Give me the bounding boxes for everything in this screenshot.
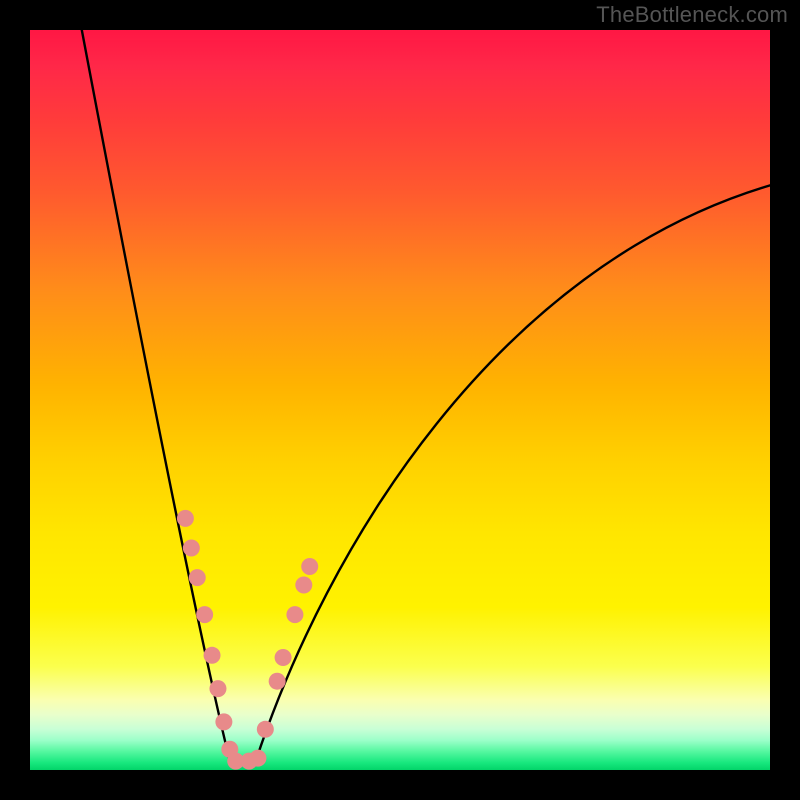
curve-marker: [204, 647, 221, 664]
curve-marker: [189, 569, 206, 586]
curve-marker: [183, 540, 200, 557]
curve-marker: [177, 510, 194, 527]
curve-marker: [275, 649, 292, 666]
curve-marker: [257, 721, 274, 738]
curve-marker: [269, 673, 286, 690]
curve-marker: [301, 558, 318, 575]
curve-marker: [286, 606, 303, 623]
chart-container: TheBottleneck.com: [0, 0, 800, 800]
curve-marker: [209, 680, 226, 697]
curve-marker: [249, 750, 266, 767]
watermark-text: TheBottleneck.com: [596, 2, 788, 28]
curve-marker: [196, 606, 213, 623]
curve-marker: [295, 577, 312, 594]
bottleneck-chart: [0, 0, 800, 800]
curve-marker: [215, 713, 232, 730]
plot-gradient-background: [30, 30, 770, 770]
